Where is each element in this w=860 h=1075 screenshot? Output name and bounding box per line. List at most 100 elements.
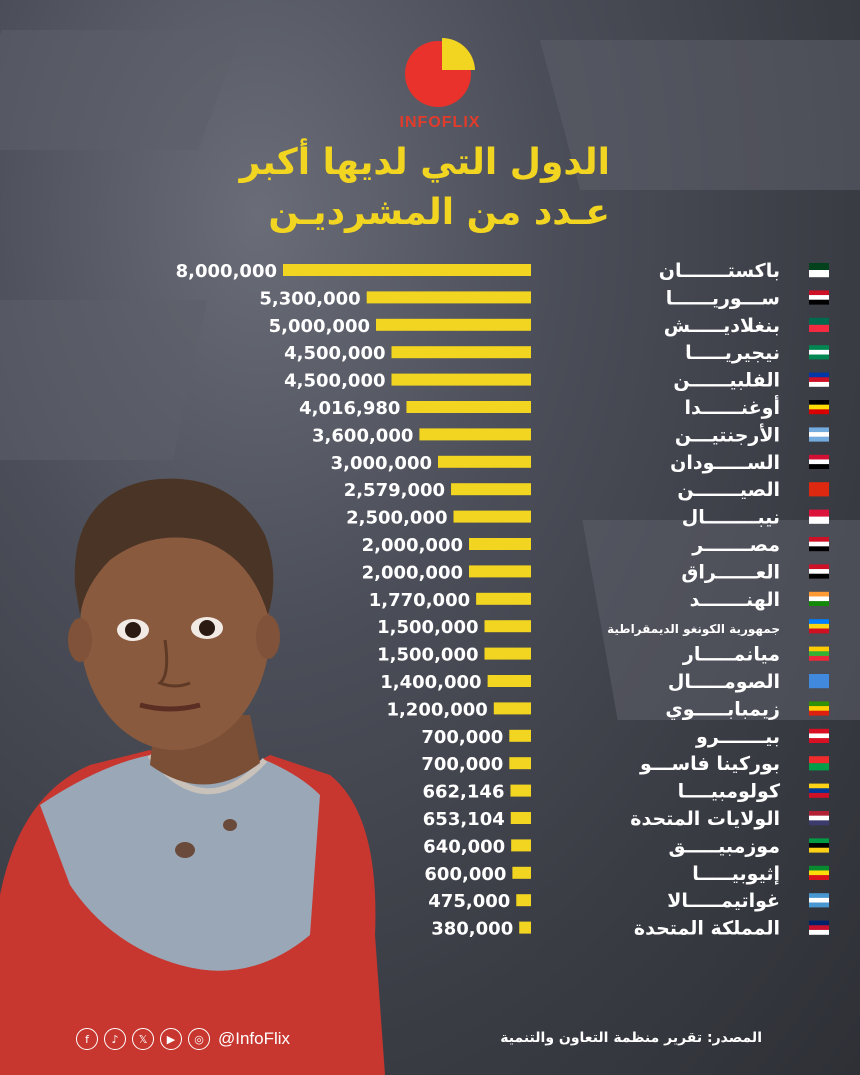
iraq-flag-icon <box>809 564 829 579</box>
country-label: زيمبابـــــوي <box>665 698 780 721</box>
country-label: بنغلاديـــــش <box>664 315 780 337</box>
bar <box>493 702 531 715</box>
country-label: بوركينا فاســـو <box>639 753 780 775</box>
bar <box>476 592 531 605</box>
title-line-1: الدول التي لديها أكبر <box>239 142 610 183</box>
bar <box>510 784 531 797</box>
social-handle: @InfoFlix <box>218 1029 291 1048</box>
value-label: 1,200,000 <box>386 699 487 720</box>
title-line-2: عـدد من المشرديـن <box>268 192 610 233</box>
guatemala-flag-icon <box>809 893 829 908</box>
value-label: 475,000 <box>428 891 510 912</box>
country-label: بيـــــــرو <box>695 726 780 748</box>
bar <box>519 921 531 934</box>
country-label: ســـوريــــــا <box>666 287 780 309</box>
bar <box>451 483 531 496</box>
value-label: 1,770,000 <box>369 590 470 611</box>
bar <box>366 291 531 304</box>
country-label: نيبــــــــال <box>682 507 780 529</box>
value-label: 600,000 <box>424 864 506 885</box>
syria-flag-icon <box>809 290 829 305</box>
instagram-icon[interactable]: ◎ <box>188 1028 210 1050</box>
pakistan-flag-icon <box>809 263 829 278</box>
country-label: باكستـــــــان <box>659 260 780 282</box>
value-label: 2,579,000 <box>344 480 445 501</box>
bar <box>512 866 531 879</box>
country-label: العــــــراق <box>681 561 780 583</box>
value-label: 4,500,000 <box>284 343 385 364</box>
somalia-flag-icon <box>809 674 829 689</box>
mozambique-flag-icon <box>809 838 829 853</box>
country-label: موزمبيـــــق <box>669 835 781 857</box>
value-label: 1,400,000 <box>380 672 481 693</box>
value-label: 4,016,980 <box>299 398 400 419</box>
country-label: الســـــودان <box>670 452 780 474</box>
country-label: الصيـــــــن <box>677 479 780 501</box>
youtube-icon[interactable]: ▶ <box>160 1028 182 1050</box>
india-flag-icon <box>809 591 829 606</box>
bar <box>484 620 531 633</box>
bar <box>509 729 531 742</box>
social-links: f ♪ 𝕏 ▶ ◎ @InfoFlix <box>76 1028 290 1050</box>
value-label: 5,300,000 <box>259 288 360 309</box>
value-label: 640,000 <box>423 836 505 857</box>
facebook-icon[interactable]: f <box>76 1028 98 1050</box>
value-label: 2,000,000 <box>362 535 463 556</box>
nigeria-flag-icon <box>809 345 829 360</box>
country-label: الولايات المتحدة <box>630 808 780 830</box>
value-label: 662,146 <box>422 782 504 803</box>
bar <box>419 428 531 441</box>
bar <box>469 538 531 550</box>
country-label: إثيوبيـــــا <box>692 863 780 885</box>
brand-name: INFOFLIX <box>399 114 481 131</box>
china-flag-icon <box>809 482 829 497</box>
bar <box>469 565 531 578</box>
x-icon[interactable]: 𝕏 <box>132 1028 154 1050</box>
tiktok-icon[interactable]: ♪ <box>104 1028 126 1050</box>
child-photo <box>0 478 385 1075</box>
bar <box>438 455 531 468</box>
value-label: 1,500,000 <box>377 617 478 638</box>
value-label: 5,000,000 <box>269 316 370 337</box>
bar <box>510 812 531 824</box>
bar <box>391 373 531 386</box>
bar <box>453 510 531 523</box>
bar <box>509 757 531 770</box>
value-label: 3,600,000 <box>312 425 413 446</box>
egypt-flag-icon <box>809 537 829 552</box>
value-label: 3,000,000 <box>331 453 432 474</box>
value-label: 1,500,000 <box>377 645 478 666</box>
value-label: 8,000,000 <box>176 261 277 282</box>
value-label: 2,000,000 <box>362 562 463 583</box>
peru-flag-icon <box>809 728 829 743</box>
infoflix-logo-icon <box>405 37 475 107</box>
bangladesh-flag-icon <box>809 317 829 332</box>
value-label: 653,104 <box>423 809 505 830</box>
colombia-flag-icon <box>809 783 829 798</box>
burkina-faso-flag-icon <box>809 756 829 771</box>
country-label: الفلبيــــــن <box>673 370 780 392</box>
sudan-flag-icon <box>809 454 829 469</box>
myanmar-flag-icon <box>809 646 829 661</box>
bar <box>487 675 531 687</box>
philippines-flag-icon <box>809 372 829 387</box>
value-label: 380,000 <box>431 919 513 940</box>
country-label: ميانمـــــار <box>682 644 780 666</box>
value-label: 700,000 <box>421 754 503 775</box>
country-label: أوغنــــــدا <box>684 395 780 419</box>
bar <box>511 839 531 852</box>
bar <box>516 894 531 907</box>
source-note: المصدر: تقرير منظمة التعاون والتنمية <box>500 1030 762 1046</box>
ethiopia-flag-icon <box>809 865 829 880</box>
country-label: الأرجنتيـــن <box>675 423 780 446</box>
bar <box>376 318 531 331</box>
argentina-flag-icon <box>809 427 829 442</box>
country-label: الصومـــــال <box>668 671 780 693</box>
country-label: غواتيمـــــالا <box>667 890 780 912</box>
value-label: 4,500,000 <box>284 371 385 392</box>
value-label: 700,000 <box>421 727 503 748</box>
dr-congo-flag-icon <box>809 619 829 634</box>
bar <box>406 401 531 413</box>
